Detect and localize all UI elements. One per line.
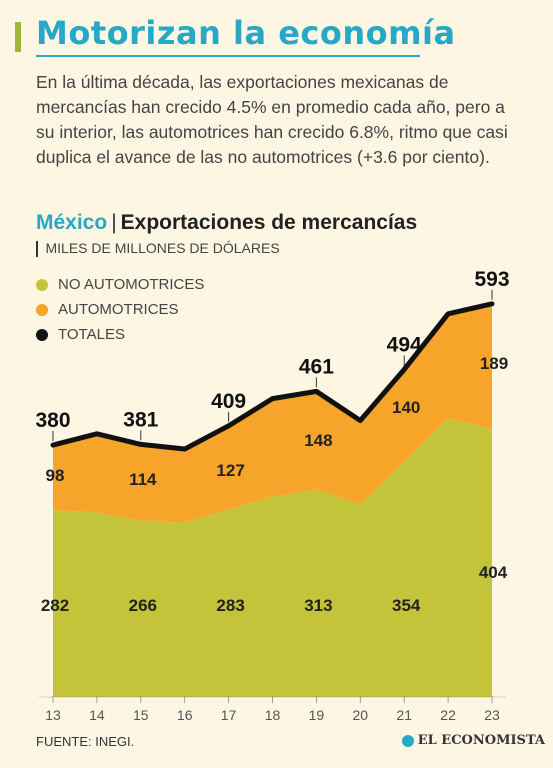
data-label-no-auto: 283 — [216, 596, 244, 615]
area-no-automotrices — [53, 418, 492, 697]
brand-name: EL ECONOMISTA — [417, 733, 545, 748]
data-label-total: 381 — [123, 408, 158, 431]
x-tick-label: 13 — [45, 707, 61, 723]
data-label-no-auto: 282 — [41, 596, 69, 615]
x-tick-label: 18 — [265, 707, 281, 723]
x-tick-label: 20 — [353, 707, 369, 723]
area-automotrices — [53, 303, 492, 523]
source-note: FUENTE: INEGI. — [36, 734, 135, 749]
data-label-total: 593 — [474, 268, 509, 291]
data-label-no-auto: 313 — [304, 596, 332, 615]
data-label-auto: 148 — [304, 431, 332, 450]
data-label-auto: 127 — [216, 461, 244, 480]
chart-header: México | Exportaciones de mercancías — [36, 211, 417, 235]
data-label-no-auto: 266 — [129, 596, 157, 615]
chart-units: MILES DE MILLONES DE DÓLARES — [36, 240, 280, 258]
title-accent-bar — [15, 22, 21, 52]
legend-label-total: TOTALES — [58, 326, 125, 343]
data-label-no-auto: 354 — [392, 596, 421, 615]
brand-logo: EL ECONOMISTA — [401, 733, 545, 748]
legend-dot-auto — [36, 303, 48, 316]
chart-country: México — [36, 211, 108, 234]
legend-dot-no-auto — [36, 278, 48, 291]
units-label: MILES DE MILLONES DE DÓLARES — [45, 240, 280, 256]
chart-legend: NO AUTOMOTRICES AUTOMOTRICES TOTALES — [36, 272, 204, 347]
legend-label-auto: AUTOMOTRICES — [58, 301, 179, 318]
title-underline — [36, 55, 420, 57]
brand-icon — [401, 734, 414, 747]
x-tick-label: 21 — [396, 707, 412, 723]
chart-name: Exportaciones de mercancías — [120, 211, 418, 234]
data-label-total: 409 — [211, 390, 246, 413]
page-title: Motorizan la economía — [36, 14, 456, 52]
chart-header-separator: | — [111, 211, 117, 234]
legend-item-total: TOTALES — [36, 322, 204, 347]
x-tick-label: 16 — [177, 707, 193, 723]
data-label-auto: 114 — [129, 470, 157, 489]
x-tick-label: 17 — [221, 707, 237, 723]
legend-item-no-auto: NO AUTOMOTRICES — [36, 272, 204, 297]
units-bar — [36, 241, 38, 258]
x-tick-label: 14 — [89, 707, 105, 723]
x-tick-label: 23 — [484, 707, 500, 723]
data-label-total: 461 — [299, 355, 334, 378]
legend-label-no-auto: NO AUTOMOTRICES — [58, 276, 205, 293]
data-label-auto: 140 — [392, 398, 420, 417]
legend-dot-total — [36, 328, 48, 341]
data-label-auto: 189 — [480, 354, 508, 373]
intro-paragraph: En la última década, las exportaciones m… — [36, 72, 508, 167]
x-tick-label: 15 — [133, 707, 149, 723]
line-totales — [50, 301, 495, 452]
data-label-no-auto: 404 — [479, 563, 508, 582]
x-tick-label: 19 — [309, 707, 325, 723]
legend-item-auto: AUTOMOTRICES — [36, 297, 204, 322]
x-tick-label: 22 — [440, 707, 456, 723]
data-label-auto: 98 — [46, 466, 65, 485]
data-label-total: 494 — [387, 333, 422, 356]
data-label-total: 380 — [35, 409, 70, 432]
